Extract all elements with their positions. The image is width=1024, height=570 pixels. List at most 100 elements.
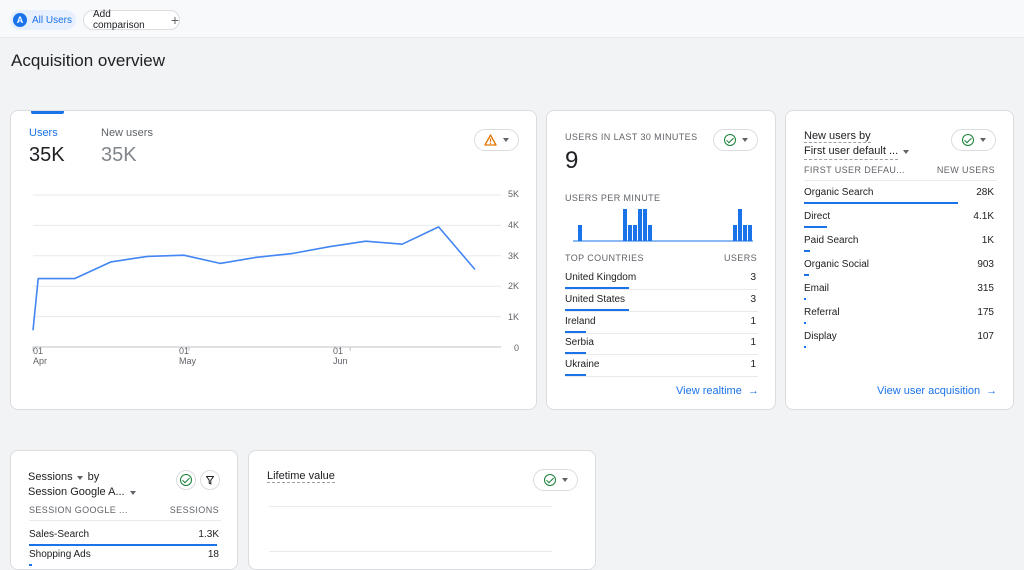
page-title: Acquisition overview [11, 51, 166, 70]
metric-tab-new-users-label[interactable]: New users [101, 127, 153, 139]
check-circle-icon [180, 474, 192, 486]
country-row-value: 3 [750, 272, 756, 283]
metric-new-users-value: 35K [101, 144, 137, 166]
view-user-acquisition-link[interactable]: View user acquisition → [877, 385, 997, 397]
minute-bar[interactable] [628, 225, 632, 241]
channel-row-label[interactable]: Display [804, 331, 837, 342]
divider [565, 289, 758, 290]
metric-selector[interactable]: Sessions [28, 470, 83, 485]
channel-row-label[interactable]: Email [804, 283, 830, 294]
avatar: A [13, 13, 27, 27]
insights-check-button[interactable] [951, 129, 996, 151]
y-tick-label: 2K [508, 281, 520, 291]
chart-gridline [269, 506, 552, 507]
country-row-share-bar [565, 287, 629, 289]
channel-row-label[interactable]: Organic Search [804, 187, 874, 198]
add-comparison-button[interactable]: Add comparison + [83, 9, 180, 31]
channel-row-label[interactable]: Paid Search [804, 235, 859, 246]
channel-row-label[interactable]: Referral [804, 307, 840, 318]
channel-row-value: 315 [977, 283, 994, 294]
session-row-value: 1.3K [198, 529, 219, 540]
channel-row-share-bar [804, 250, 811, 252]
minute-bar[interactable] [578, 225, 582, 241]
channel-row-value: 1K [981, 235, 994, 246]
channel-row-label[interactable]: Organic Social [804, 259, 870, 270]
channel-row-share-bar [804, 346, 806, 348]
check-circle-icon [543, 474, 556, 486]
minute-bar[interactable] [643, 209, 647, 241]
chevron-down-icon [903, 150, 910, 154]
chevron-down-icon [741, 138, 748, 142]
comparison-bar: A All Users Add comparison + [0, 0, 1024, 38]
channel-row-share-bar [804, 202, 958, 204]
new-users-column-header: NEW USERS [936, 165, 995, 175]
metric-users-value: 35K [29, 144, 65, 166]
x-tick-label: 01 May [179, 346, 197, 366]
metric-tab-users-label[interactable]: Users [29, 127, 58, 139]
insights-alert-button[interactable] [474, 129, 519, 151]
minute-bar[interactable] [738, 209, 742, 241]
filter-icon [206, 475, 214, 485]
dimension-selector-label: Session Google A... [28, 486, 125, 498]
session-row-share-bar [29, 564, 32, 566]
country-row-value: 1 [750, 337, 756, 349]
dimension-selector[interactable]: Session Google A... [28, 485, 136, 500]
minute-bar[interactable] [733, 225, 737, 241]
filter-button[interactable] [200, 470, 220, 490]
channel-row-label[interactable]: Direct [804, 211, 831, 222]
channel-row-value: 4.1K [973, 211, 994, 222]
minute-bar[interactable] [648, 225, 652, 241]
new-users-title: New users by [804, 130, 871, 143]
dimension-selector-label: First user default ... [804, 144, 899, 160]
divider [29, 520, 221, 521]
country-row-label[interactable]: Ukraine [565, 359, 600, 371]
country-row-value: 1 [750, 359, 756, 371]
chevron-down-icon [76, 475, 83, 480]
channel-row-value: 107 [977, 331, 994, 342]
audience-chip-all-users[interactable]: A All Users [10, 10, 76, 30]
metric-selector-label: Sessions [28, 471, 73, 483]
dimension-selector[interactable]: First user default ... [804, 144, 910, 160]
country-row-label[interactable]: Serbia [565, 337, 594, 349]
session-row-label[interactable]: Sales-Search [29, 529, 90, 540]
country-row-label[interactable]: United States [565, 293, 626, 305]
minute-bar[interactable] [638, 209, 642, 241]
channel-row-share-bar [804, 298, 806, 300]
realtime-users-value: 9 [565, 147, 579, 174]
arrow-right-icon: → [986, 385, 998, 397]
minute-bar[interactable] [743, 225, 747, 241]
active-tab-indicator [31, 111, 64, 114]
channel-column-header: FIRST USER DEFAU... [804, 165, 905, 175]
card-title: New users by First user default ... [804, 129, 910, 160]
users-overview-card: Users 35K New users 35K 5K 4K 3K 2K 1K 0… [10, 110, 537, 410]
lifetime-value-card: Lifetime value [248, 450, 596, 570]
insights-check-button[interactable] [533, 469, 578, 491]
divider [565, 332, 758, 334]
country-row-share-bar [565, 352, 587, 355]
users-column-header: USERS [723, 253, 757, 263]
divider [565, 354, 758, 356]
minute-bar[interactable] [623, 209, 627, 241]
session-row-value: 18 [207, 549, 219, 560]
minute-bar[interactable] [633, 225, 637, 241]
view-realtime-label: View realtime [676, 385, 742, 397]
insights-check-button[interactable] [713, 129, 758, 151]
x-tick-label: 01 Apr [33, 346, 48, 366]
chevron-down-icon [129, 490, 136, 495]
session-row-label[interactable]: Shopping Ads [29, 549, 91, 560]
card-title: Sessions by Session Google A... [28, 470, 136, 500]
country-row-label[interactable]: United Kingdom [565, 272, 637, 283]
country-row-label[interactable]: Ireland [565, 315, 596, 327]
y-tick-label: 5K [508, 189, 520, 199]
users-series-line[interactable] [32, 226, 476, 331]
channel-row-share-bar [804, 274, 809, 276]
title-by-text: by [87, 471, 100, 483]
lifetime-value-title: Lifetime value [267, 470, 335, 483]
top-countries-header: TOP COUNTRIES [565, 253, 644, 263]
minute-bar[interactable] [748, 225, 752, 241]
session-row-share-bar [29, 544, 217, 546]
country-row-share-bar [565, 308, 629, 311]
view-realtime-link[interactable]: View realtime → [676, 385, 759, 397]
sessions-by-campaign-card: Sessions by Session Google A... SESSION … [10, 450, 238, 570]
insights-check-button[interactable] [176, 470, 196, 490]
